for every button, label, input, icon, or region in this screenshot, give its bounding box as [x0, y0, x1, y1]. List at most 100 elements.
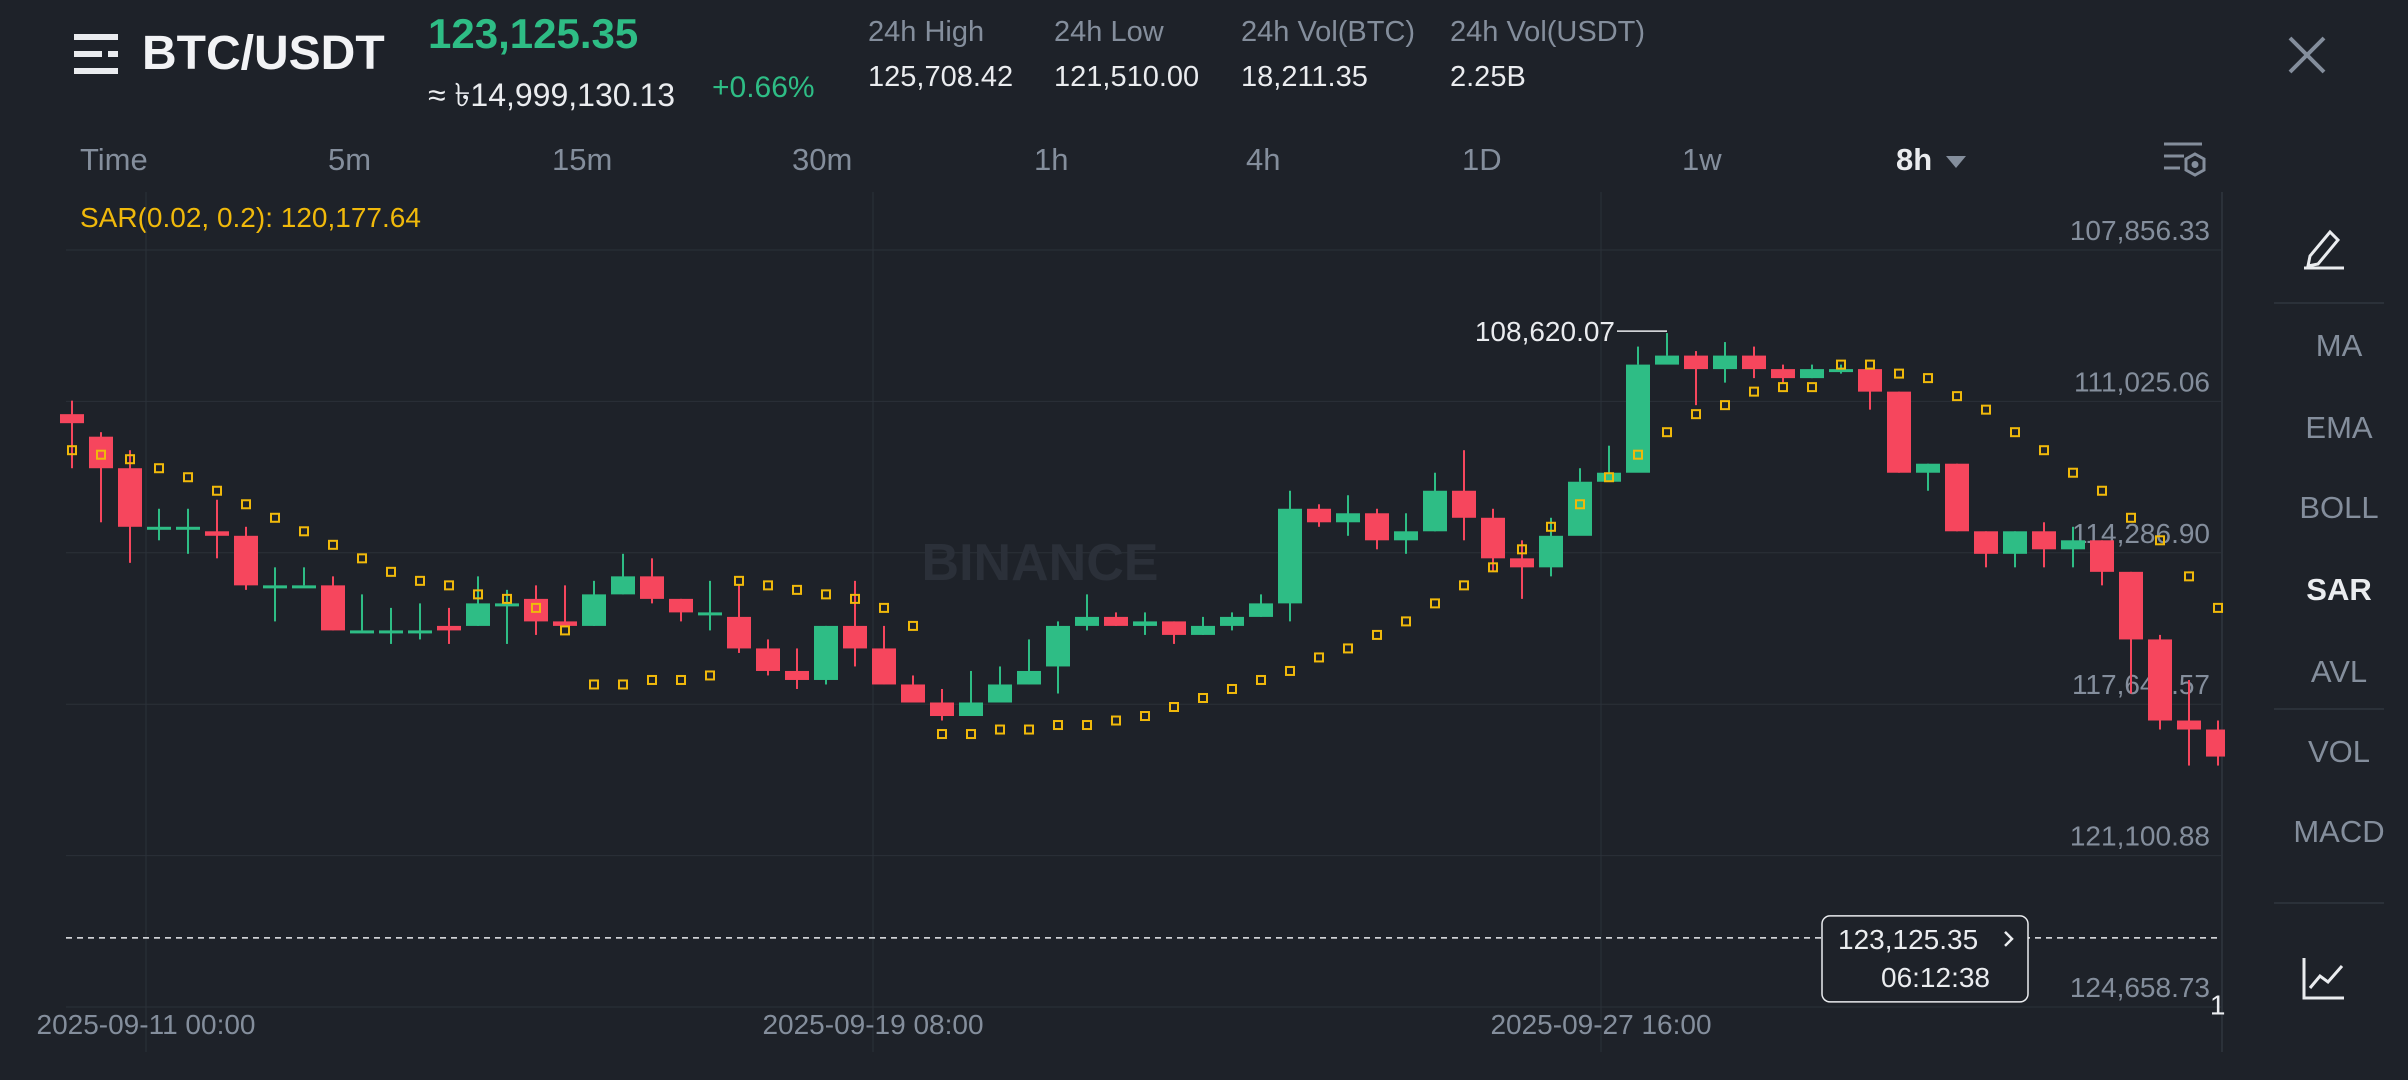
- candle-body: [1510, 558, 1534, 568]
- sar-dot: [1343, 643, 1353, 654]
- indicator-sar[interactable]: SAR: [2306, 572, 2372, 607]
- candle: [466, 576, 490, 626]
- candle-body: [930, 702, 954, 717]
- candle-body: [843, 625, 867, 649]
- candle-body: [2090, 540, 2114, 572]
- candle: [1336, 495, 1360, 536]
- tab-1d[interactable]: 1D: [1462, 142, 1502, 177]
- tab-8h[interactable]: 8h: [1896, 142, 1967, 178]
- tab-1w[interactable]: 1w: [1682, 142, 1722, 177]
- candle: [1307, 504, 1331, 527]
- sar-dot: [618, 679, 628, 690]
- sar-dot: [2155, 535, 2165, 546]
- sar-dot: [1836, 359, 1846, 370]
- candle: [2119, 571, 2143, 694]
- candle: [872, 625, 896, 685]
- candle: [1394, 513, 1418, 554]
- candle-body: [263, 585, 287, 589]
- sar-dot: [1169, 702, 1179, 713]
- sar-dot: [154, 463, 164, 474]
- candle-body: [611, 576, 635, 595]
- sar-dot: [473, 589, 483, 600]
- low-marker-label: 123,394.99: [2210, 989, 2225, 1020]
- sar-dot: [1981, 404, 1991, 415]
- stat-24h-vol-usdt: 24h Vol(USDT) 2.25B: [1450, 16, 1645, 94]
- sar-dot: [792, 584, 802, 595]
- indicator-ma[interactable]: MA: [2315, 328, 2363, 363]
- tab-4h[interactable]: 4h: [1246, 142, 1281, 177]
- candle: [408, 603, 432, 640]
- candle: [1365, 508, 1389, 550]
- sar-dot: [1314, 652, 1324, 663]
- x-tick-label: 2025-09-27 16:00: [1490, 1009, 1711, 1040]
- close-icon[interactable]: [2282, 30, 2332, 80]
- sar-dot: [328, 539, 338, 550]
- sar-dot: [879, 602, 889, 613]
- sar-dot: [1111, 715, 1121, 726]
- sar-dot: [1285, 665, 1295, 676]
- candle: [727, 585, 751, 653]
- sar-dot: [1865, 359, 1875, 370]
- candle-body: [379, 630, 403, 634]
- candle-body: [727, 616, 751, 649]
- chart-settings-icon[interactable]: [2162, 138, 2208, 182]
- candle-body: [698, 612, 722, 616]
- tab-15m[interactable]: 15m: [552, 142, 613, 177]
- pair-title[interactable]: BTC/USDT: [142, 27, 385, 80]
- tab-1h[interactable]: 1h: [1034, 142, 1069, 177]
- candle: [1568, 468, 1592, 536]
- indicator-boll[interactable]: BOLL: [2299, 490, 2379, 525]
- sar-dot: [560, 625, 570, 636]
- candle: [1510, 540, 1534, 599]
- pencil-icon[interactable]: [2300, 222, 2348, 270]
- indicator-vol[interactable]: VOL: [2307, 734, 2371, 769]
- current-price-tag: 123,125.35 06:12:38: [1821, 915, 2029, 1003]
- sar-dot: [1053, 720, 1063, 731]
- candle-body: [669, 598, 693, 613]
- stat-value: 125,708.42: [868, 61, 1014, 93]
- candle-body: [1365, 513, 1389, 541]
- sar-dots: [67, 359, 2223, 740]
- indicator-ema[interactable]: EMA: [2305, 410, 2373, 445]
- candle-body: [582, 594, 606, 626]
- tab-30m[interactable]: 30m: [792, 142, 853, 177]
- tab-8h-label: 8h: [1896, 142, 1933, 177]
- candle-body: [1858, 369, 1882, 392]
- candle: [1104, 612, 1128, 626]
- candlestick-chart[interactable]: BINANCE 107,856.33111,025.06114,286.9011…: [0, 192, 2225, 1052]
- candle: [640, 558, 664, 604]
- sar-dot: [1894, 368, 1904, 379]
- tab-5m[interactable]: 5m: [328, 142, 372, 177]
- candle: [234, 526, 258, 590]
- stat-label: 24h Vol(BTC): [1241, 16, 1416, 48]
- candle-body: [1742, 355, 1766, 370]
- candle: [1655, 333, 1679, 365]
- sar-dot: [2010, 427, 2020, 438]
- sar-dot: [212, 485, 222, 496]
- tab-time[interactable]: Time: [80, 142, 148, 177]
- candle: [1162, 621, 1186, 644]
- candle-body: [60, 414, 84, 424]
- sar-dot: [502, 593, 512, 604]
- line-chart-icon[interactable]: [2300, 954, 2348, 1002]
- sar-dot: [966, 729, 976, 740]
- sar-dot: [2184, 571, 2194, 582]
- divider: [2274, 302, 2384, 304]
- y-tick-label: 124,658.73: [2070, 972, 2210, 1003]
- indicator-avl[interactable]: AVL: [2310, 654, 2368, 689]
- menu-icon[interactable]: [74, 32, 124, 76]
- candle: [1713, 342, 1737, 383]
- candle: [553, 585, 577, 626]
- price-change: +0.66%: [712, 71, 815, 104]
- candle-body: [2206, 729, 2225, 757]
- sar-dot: [1024, 724, 1034, 735]
- candle-body: [1800, 369, 1824, 379]
- indicator-macd[interactable]: MACD: [2293, 814, 2385, 849]
- candle-body: [1945, 463, 1969, 532]
- sar-dot: [415, 575, 425, 586]
- candle-body: [1916, 463, 1940, 473]
- sar-dot: [734, 575, 744, 586]
- stat-24h-high: 24h High 125,708.42: [868, 16, 1013, 94]
- candle-body: [147, 526, 171, 530]
- candle: [1191, 616, 1215, 635]
